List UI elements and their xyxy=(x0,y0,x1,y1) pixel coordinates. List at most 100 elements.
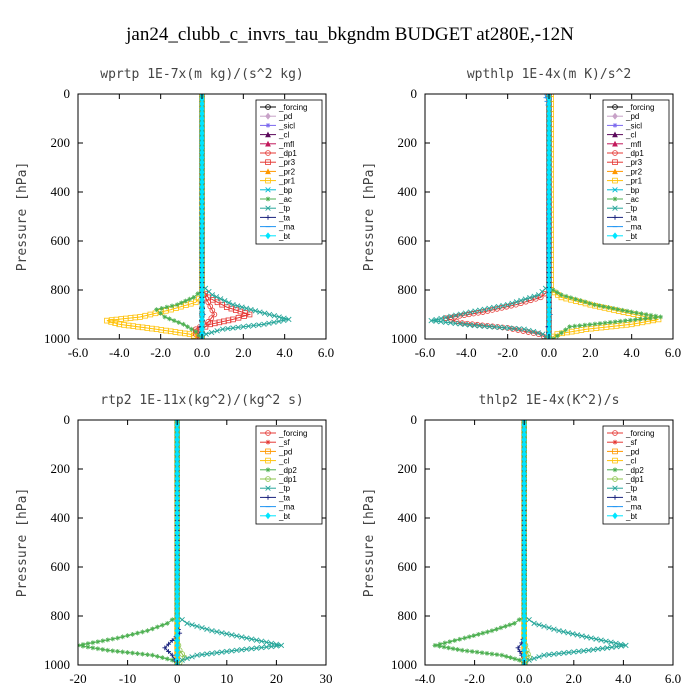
panel-3: rtp2 1E-11x(kg^2)/(kg^2 s) Pressure [hPa]… xyxy=(15,393,333,686)
series-marker-tp xyxy=(234,303,241,309)
series-marker-dp2 xyxy=(469,649,475,654)
series-marker-tp xyxy=(184,620,190,627)
series-marker-dp2 xyxy=(503,654,509,659)
series-marker-tp xyxy=(174,662,180,665)
series-marker-dp2 xyxy=(154,654,160,659)
legend-marker xyxy=(612,123,618,128)
y-tick-label: 0 xyxy=(64,412,71,427)
series-marker-dp2 xyxy=(150,626,155,632)
series-marker-tp xyxy=(453,312,459,318)
plot-frame xyxy=(424,419,674,666)
series-marker-tp xyxy=(194,652,200,658)
series-marker-ac xyxy=(648,315,653,321)
series-marker-tp xyxy=(433,316,439,323)
series-marker-tp xyxy=(551,626,557,632)
legend-entry: _ta xyxy=(625,493,638,502)
y-tick-label: 0 xyxy=(411,412,418,427)
legend-marker xyxy=(612,159,618,166)
series-marker-ac xyxy=(572,323,578,329)
series-marker-ta xyxy=(162,645,168,651)
series-marker-dp1 xyxy=(211,311,218,318)
series-marker-tp xyxy=(245,323,252,329)
series-marker-tp xyxy=(184,655,190,662)
series-marker-dp2 xyxy=(150,652,155,658)
series-marker-ac xyxy=(577,323,583,329)
series-marker-tp xyxy=(472,308,478,314)
series-marker-tp xyxy=(208,329,215,336)
legend-entry: _ac xyxy=(278,195,292,204)
legend-entry: _bp xyxy=(625,186,640,195)
series-marker-tp xyxy=(442,319,449,325)
plot-area xyxy=(78,420,285,665)
series-marker-dp2 xyxy=(100,647,106,652)
series-marker-tp xyxy=(535,292,542,298)
y-tick-label: 200 xyxy=(398,461,418,476)
series-marker-tp xyxy=(583,634,590,640)
series-marker-tp xyxy=(209,627,215,634)
series-marker-ac xyxy=(634,310,639,316)
legend-marker xyxy=(265,439,271,445)
series-marker-pr1 xyxy=(112,320,119,326)
x-tick-label: 0.0 xyxy=(541,345,557,360)
series-marker-tp xyxy=(579,633,585,639)
series-marker-ac xyxy=(617,318,623,324)
series-marker-tp xyxy=(486,323,493,330)
series-marker-tp xyxy=(457,311,464,317)
legend-marker xyxy=(265,123,271,128)
series-marker-tp xyxy=(527,294,533,301)
series-marker-tp xyxy=(194,623,200,630)
y-axis-label: Pressure [hPa] xyxy=(362,162,377,272)
series-marker-tp xyxy=(179,616,185,623)
series-marker-tp xyxy=(256,322,262,328)
y-tick-label: 0 xyxy=(411,86,418,101)
series-marker-ac xyxy=(606,305,611,310)
legend-marker xyxy=(612,168,618,175)
y-axis-label: Pressure [hPa] xyxy=(15,162,30,272)
series-marker-tp xyxy=(219,630,225,636)
series-marker-dp2 xyxy=(441,644,447,650)
series-marker-ac xyxy=(592,321,598,327)
series-marker-tp xyxy=(462,321,468,328)
series-marker-dp2 xyxy=(474,649,480,655)
series-marker-ac xyxy=(559,292,564,298)
series-marker-tp xyxy=(522,296,529,302)
series-marker-tp xyxy=(189,654,195,660)
series-marker-dp2 xyxy=(475,631,481,637)
series-marker-ta xyxy=(166,649,171,654)
series-marker-ac xyxy=(154,307,159,312)
series-marker-dp2 xyxy=(145,652,150,658)
x-tick-label: 10 xyxy=(220,671,233,686)
legend-marker xyxy=(612,512,618,520)
x-tick-label: 6.0 xyxy=(665,345,681,360)
legend: _forcing_pd_sicl_cl_mfl_dp1_pr3_pr2_pr1_… xyxy=(602,99,670,245)
series-marker-dp2 xyxy=(80,643,86,649)
series-marker-ac xyxy=(178,300,184,306)
series-marker-tp xyxy=(214,650,220,656)
series-marker-tp xyxy=(481,306,488,313)
series-marker-dp2 xyxy=(85,641,91,646)
series-marker-tp xyxy=(588,635,594,641)
series-marker-tp xyxy=(486,305,492,312)
x-tick-label: 2.0 xyxy=(235,345,251,360)
legend-entry: _forcing xyxy=(278,429,307,438)
plot-area xyxy=(432,420,629,665)
series-marker-tp xyxy=(276,314,282,320)
series-marker-tp xyxy=(613,643,620,650)
series-marker-dp2 xyxy=(437,643,442,649)
series-marker-ac xyxy=(612,319,618,325)
series-marker-ac xyxy=(627,317,633,323)
series-marker-dp1 xyxy=(535,331,542,337)
series-marker-dp2 xyxy=(90,640,96,646)
legend-entry: _pr2 xyxy=(278,167,296,176)
series-marker-tp xyxy=(556,650,562,657)
legend-marker xyxy=(265,140,271,147)
legend-marker xyxy=(612,476,618,482)
series-marker-dp2 xyxy=(110,636,116,642)
series-marker-tp xyxy=(495,303,502,310)
series-marker-tp xyxy=(531,293,537,300)
y-tick-label: 200 xyxy=(51,461,71,476)
legend-marker xyxy=(612,457,618,464)
series-marker-dp2 xyxy=(502,623,508,629)
plot-frame xyxy=(77,419,327,666)
series-marker-ac xyxy=(592,302,597,308)
